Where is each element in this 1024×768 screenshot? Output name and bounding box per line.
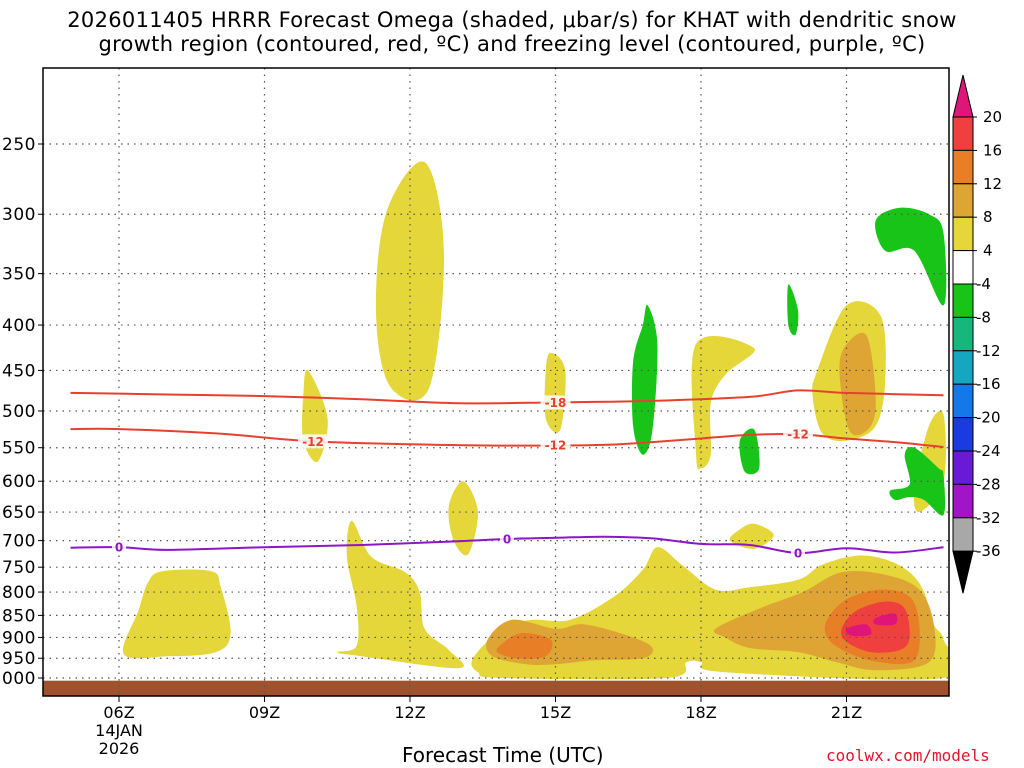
colorbar-bin-1 [952,149,974,185]
ytick-label-800: 800 [2,583,36,603]
contour-label-bg [540,437,571,452]
contour-label-0-0: -18 [545,396,567,410]
ytick-label-300: 300 [2,205,36,225]
contour-label-2-0: 0 [115,541,123,555]
omega-region-23 [889,446,946,516]
omega-region-4 [448,481,478,556]
contour-line-1 [70,427,944,448]
omega-region-8 [729,523,774,549]
contour-label-bg [112,540,126,555]
xtick-date-line-2: 2026 [99,739,140,758]
colorbar-bin-8 [952,383,974,419]
colorbar-label-4: 4 [983,242,993,260]
ytick-label-700: 700 [2,532,36,552]
xtick-label-15Z: 15Z [540,703,571,722]
ytick-label-400: 400 [2,316,36,336]
colorbar-bin-10 [952,450,974,485]
omega-region-3 [337,520,464,669]
ytick-label-350: 350 [2,265,36,285]
colorbar-bin-7 [952,350,974,385]
colorbar-bottom-arrow [952,550,974,594]
omega-shading-layer [122,161,949,680]
omega-region-18 [873,613,898,626]
contour-label-bg [500,531,514,546]
ytick-label-450: 450 [2,361,36,381]
xtick-label-12Z: 12Z [394,703,425,722]
colorbar-bin-4 [952,250,974,285]
colorbar-bin-12 [952,517,974,552]
contour-label-1-2: -12 [787,428,809,442]
contour-label-2-1: 0 [503,532,511,546]
omega-region-19 [631,304,658,455]
omega-region-7 [691,335,755,470]
colorbar-bin-5 [952,283,974,318]
site-credit[interactable]: coolwx.com/models [826,746,990,765]
contour-label-bg [791,546,805,561]
ytick-label-500: 500 [2,402,36,422]
chart-title-line-1: 2026011405 HRRR Forecast Omega (shaded, … [67,8,957,32]
xtick-label-18Z: 18Z [685,703,716,722]
ground-layer [43,680,949,696]
ytick-label-1000: 1000 [0,669,36,689]
plot-frame [42,67,950,697]
colorbar-label-12: -32 [976,509,1001,527]
colorbar-label-13: -36 [976,542,1001,560]
contour-line-2 [70,535,944,555]
ytick-label-550: 550 [2,439,36,459]
colorbar-bin-2 [952,183,974,218]
xtick-label-06Z: 06Z [103,703,134,722]
omega-region-20 [739,428,760,475]
omega-region-5 [544,352,566,433]
ytick-label-950: 950 [2,649,36,669]
contour-label-2-2: 0 [794,547,802,561]
contour-label-1-0: -12 [302,435,324,449]
ytick-label-600: 600 [2,472,36,492]
xtick-date-line-1: 14JAN [95,721,143,740]
colorbar-label-9: -20 [976,409,1001,427]
colorbar-bin-9 [952,417,974,452]
ytick-label-850: 850 [2,606,36,626]
xtick-label-09Z: 09Z [249,703,280,722]
omega-region-22 [875,207,947,306]
omega-region-17 [845,624,872,637]
colorbar-bin-11 [952,483,974,519]
colorbar-label-8: -16 [976,375,1001,393]
colorbar-label-5: -4 [976,275,991,293]
colorbar-label-2: 12 [983,175,1002,193]
gridlines [43,68,949,696]
omega-region-0 [375,161,444,401]
ground-surface [43,680,949,696]
colorbar-top-arrow [952,74,974,118]
colorbar-label-1: 16 [983,141,1002,159]
xtick-label-21Z: 21Z [831,703,862,722]
colorbar-label-7: -12 [976,342,1001,360]
ytick-label-750: 750 [2,558,36,578]
x-axis-label: Forecast Time (UTC) [402,743,604,767]
colorbar-label-6: -8 [976,308,991,326]
colorbar-bin-3 [952,216,974,252]
colorbar-label-3: 8 [983,208,993,226]
contour-label-1-1: -12 [545,438,567,452]
omega-region-14 [496,633,553,659]
colorbar-bin-0 [952,116,974,151]
contour-label-bg [298,434,328,449]
contour-layer: -18 -12 -12 -12 0 0 0 [70,389,944,561]
colorbar-bin-6 [952,316,974,352]
ytick-label-900: 900 [2,628,36,648]
omega-region-1 [122,569,231,659]
colorbar: 20 16 12 8 4 -4 -8 -12 -16 -20 -24 -28 -32 -36 [952,74,1002,594]
contour-label-bg [540,395,571,410]
colorbar-label-10: -24 [976,442,1001,460]
contour-label-bg [783,427,813,442]
colorbar-label-11: -28 [976,475,1001,493]
ytick-label-250: 250 [2,135,36,155]
ytick-label-650: 650 [2,503,36,523]
chart-title-line-2: growth region (contoured, red, ºC) and f… [98,32,926,56]
omega-region-21 [787,284,799,336]
pressure-axis: 2503003504004505005506006507007508008509… [0,135,43,689]
colorbar-label-0: 20 [983,108,1002,126]
omega-region-13 [839,332,876,436]
